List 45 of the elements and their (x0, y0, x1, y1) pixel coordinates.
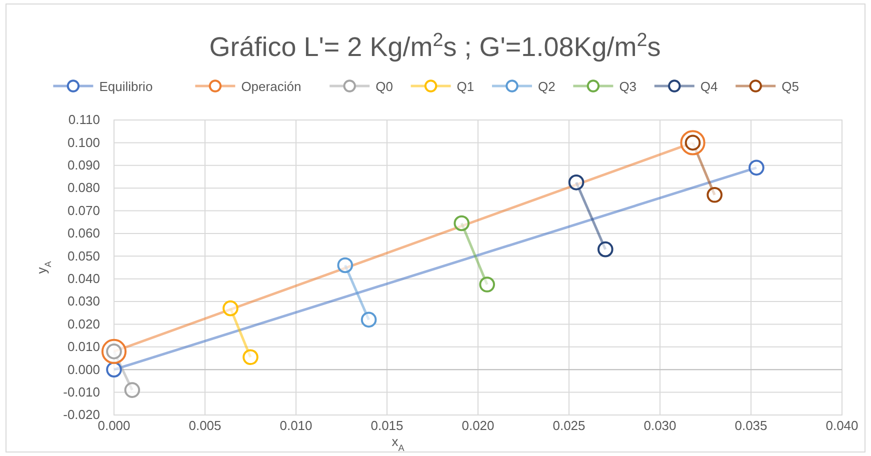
y-tick-label: -0.020 (63, 407, 100, 422)
y-tick-label: 0.000 (67, 362, 100, 377)
legend-label: Operación (241, 79, 302, 94)
y-tick-label: 0.020 (67, 316, 100, 332)
legend-label: Q4 (700, 79, 718, 94)
x-tick-label: 0.035 (734, 418, 768, 434)
x-tick-label: 0.020 (462, 418, 494, 434)
x-tick-label: 0.040 (826, 418, 858, 434)
chart-title: Gráfico L'= 2 Kg/m$^{2}$s ; G'=1.08Kg/m$^{2}$s (209, 30, 661, 62)
y-tick-label: 0.090 (67, 158, 100, 173)
point (748, 160, 764, 176)
point (454, 215, 470, 232)
y-tick-label: 0.100 (67, 134, 100, 150)
point (479, 276, 496, 292)
x-axis-title: x$_{A}$ (392, 434, 406, 453)
x-tick-label: 0.030 (644, 418, 676, 434)
point (222, 300, 238, 316)
x-tick-label: 0.025 (552, 418, 586, 434)
point (706, 186, 723, 203)
y-tick-label: 0.070 (67, 202, 100, 218)
legend-label: Q2 (538, 79, 556, 94)
point (106, 362, 122, 378)
legend-label: Q0 (376, 79, 393, 94)
x-tick-label: 0.000 (98, 418, 130, 434)
legend-label: Q3 (619, 79, 637, 94)
point (597, 241, 614, 258)
point (568, 174, 584, 190)
x-tick-label: 0.015 (370, 418, 404, 434)
y-tick-label: 0.040 (67, 271, 100, 286)
y-tick-label: 0.110 (68, 112, 100, 128)
y-tick-label: 0.030 (67, 294, 100, 309)
y-tick-label: 0.010 (67, 339, 100, 354)
y-tick-label: 0.060 (67, 226, 100, 241)
x-tick-label: 0.010 (280, 418, 312, 434)
y-tick-label: 0.080 (67, 180, 100, 196)
point (124, 382, 140, 398)
y-tick-label: -0.010 (63, 384, 100, 400)
legend-label: Q5 (782, 79, 799, 94)
point (360, 312, 377, 328)
legend-label: Q1 (456, 79, 474, 94)
legend-label: Equilibrio (99, 79, 153, 94)
y-tick-label: 0.050 (67, 248, 100, 264)
point (242, 349, 258, 366)
point (337, 257, 354, 274)
x-tick-label: 0.005 (188, 418, 222, 434)
